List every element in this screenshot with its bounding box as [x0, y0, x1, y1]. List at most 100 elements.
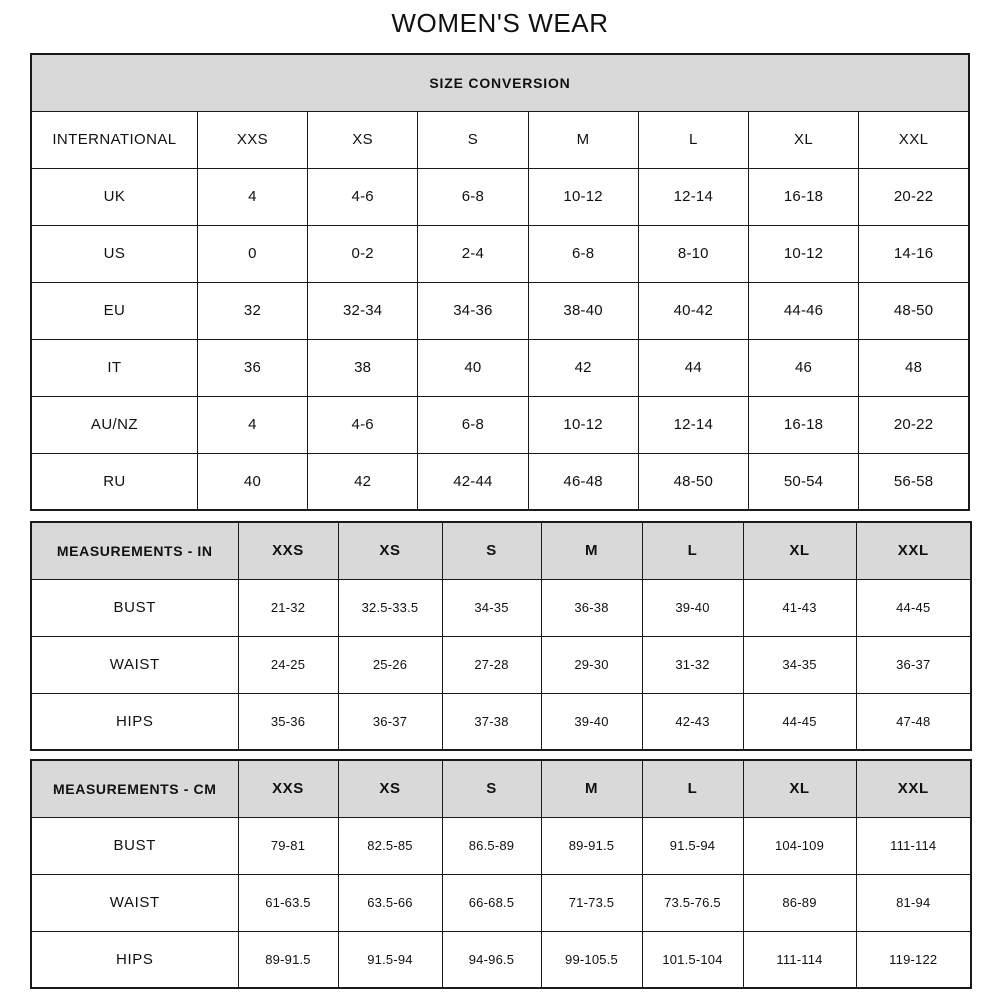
cell-cm-hips-s: 94-96.5	[441, 930, 542, 989]
table-row: EU 32 32-34 34-36 38-40 40-42 44-46 48-5…	[30, 281, 970, 340]
row-label-it: IT	[30, 338, 198, 397]
in-row-label-hips: HIPS	[30, 692, 239, 751]
size-conversion-banner-row: SIZE CONVERSION	[30, 53, 970, 112]
cell-cm-bust-xxs: 79-81	[237, 816, 339, 875]
cell-in-waist-xxl: 36-37	[855, 635, 972, 694]
table-row: BUST 79-81 82.5-85 86.5-89 89-91.5 91.5-…	[30, 816, 972, 875]
cm-row-label-hips: HIPS	[30, 930, 239, 989]
cell-ru-m: 46-48	[527, 452, 639, 511]
cm-column-header-xl: XL	[742, 759, 857, 818]
page-title: WOMEN'S WEAR	[391, 8, 609, 38]
cell-cm-bust-l: 91.5-94	[641, 816, 744, 875]
cm-column-header-m: M	[540, 759, 643, 818]
measurements-cm-header-label: MEASUREMENTS - CM	[30, 759, 239, 818]
cell-cm-waist-s: 66-68.5	[441, 873, 542, 932]
cell-in-bust-s: 34-35	[441, 578, 542, 637]
table-row: HIPS 89-91.5 91.5-94 94-96.5 99-105.5 10…	[30, 930, 972, 989]
cell-uk-xs: 4-6	[307, 167, 419, 226]
column-header-s: S	[417, 110, 529, 169]
cell-eu-xl: 44-46	[747, 281, 860, 340]
row-label-eu: EU	[30, 281, 198, 340]
table-row: IT 36 38 40 42 44 46 48	[30, 338, 970, 397]
size-conversion-header-row: INTERNATIONAL XXS XS S M L XL XXL	[30, 110, 970, 169]
cell-cm-hips-xs: 91.5-94	[337, 930, 443, 989]
column-header-l: L	[637, 110, 749, 169]
cell-us-xxs: 0	[196, 224, 309, 283]
cell-uk-s: 6-8	[417, 167, 529, 226]
measurements-cm-header-row: MEASUREMENTS - CM XXS XS S M L XL XXL	[30, 759, 972, 818]
cm-row-label-waist: WAIST	[30, 873, 239, 932]
column-header-xxs: XXS	[196, 110, 309, 169]
in-row-label-waist: WAIST	[30, 635, 239, 694]
table-row: HIPS 35-36 36-37 37-38 39-40 42-43 44-45…	[30, 692, 972, 751]
cell-us-l: 8-10	[637, 224, 749, 283]
cell-cm-hips-m: 99-105.5	[540, 930, 643, 989]
cell-cm-bust-m: 89-91.5	[540, 816, 643, 875]
cell-aunz-xs: 4-6	[307, 395, 419, 454]
cell-it-s: 40	[417, 338, 529, 397]
cm-row-label-bust: BUST	[30, 816, 239, 875]
cell-eu-xxl: 48-50	[858, 281, 970, 340]
row-label-aunz: AU/NZ	[30, 395, 198, 454]
cell-cm-bust-xs: 82.5-85	[337, 816, 443, 875]
cell-aunz-s: 6-8	[417, 395, 529, 454]
in-column-header-s: S	[441, 521, 542, 580]
column-header-international: INTERNATIONAL	[30, 110, 198, 169]
cm-column-header-xxs: XXS	[237, 759, 339, 818]
in-row-label-bust: BUST	[30, 578, 239, 637]
cell-us-xs: 0-2	[307, 224, 419, 283]
cell-in-waist-xl: 34-35	[742, 635, 857, 694]
in-column-header-m: M	[540, 521, 643, 580]
cell-uk-xxs: 4	[196, 167, 309, 226]
cell-cm-waist-xl: 86-89	[742, 873, 857, 932]
cell-cm-waist-xs: 63.5-66	[337, 873, 443, 932]
cell-aunz-xl: 16-18	[747, 395, 860, 454]
cell-cm-hips-xxl: 119-122	[855, 930, 972, 989]
cell-in-bust-l: 39-40	[641, 578, 744, 637]
column-header-xs: XS	[307, 110, 419, 169]
cell-ru-xs: 42	[307, 452, 419, 511]
cell-ru-l: 48-50	[637, 452, 749, 511]
table-row: AU/NZ 4 4-6 6-8 10-12 12-14 16-18 20-22	[30, 395, 970, 454]
in-column-header-xs: XS	[337, 521, 443, 580]
table-row: BUST 21-32 32.5-33.5 34-35 36-38 39-40 4…	[30, 578, 972, 637]
cell-uk-l: 12-14	[637, 167, 749, 226]
cell-us-m: 6-8	[527, 224, 639, 283]
cell-aunz-m: 10-12	[527, 395, 639, 454]
size-conversion-banner: SIZE CONVERSION	[30, 53, 970, 112]
table-row: RU 40 42 42-44 46-48 48-50 50-54 56-58	[30, 452, 970, 511]
cm-column-header-xxl: XXL	[855, 759, 972, 818]
cell-eu-m: 38-40	[527, 281, 639, 340]
cell-in-hips-xl: 44-45	[742, 692, 857, 751]
cell-it-xxl: 48	[858, 338, 970, 397]
row-label-uk: UK	[30, 167, 198, 226]
cell-uk-m: 10-12	[527, 167, 639, 226]
cell-ru-xl: 50-54	[747, 452, 860, 511]
cell-in-bust-xs: 32.5-33.5	[337, 578, 443, 637]
cell-ru-s: 42-44	[417, 452, 529, 511]
measurements-in-header-row: MEASUREMENTS - IN XXS XS S M L XL XXL	[30, 521, 972, 580]
cell-cm-bust-s: 86.5-89	[441, 816, 542, 875]
cell-in-waist-l: 31-32	[641, 635, 744, 694]
in-column-header-xl: XL	[742, 521, 857, 580]
cell-uk-xxl: 20-22	[858, 167, 970, 226]
cell-in-hips-xxl: 47-48	[855, 692, 972, 751]
cm-column-header-xs: XS	[337, 759, 443, 818]
cell-cm-hips-xxs: 89-91.5	[237, 930, 339, 989]
cell-in-hips-l: 42-43	[641, 692, 744, 751]
cell-cm-bust-xl: 104-109	[742, 816, 857, 875]
cell-aunz-xxl: 20-22	[858, 395, 970, 454]
cell-us-xl: 10-12	[747, 224, 860, 283]
cell-in-hips-s: 37-38	[441, 692, 542, 751]
cell-in-bust-xxl: 44-45	[855, 578, 972, 637]
row-label-us: US	[30, 224, 198, 283]
cell-in-waist-m: 29-30	[540, 635, 643, 694]
cell-eu-xs: 32-34	[307, 281, 419, 340]
cell-eu-xxs: 32	[196, 281, 309, 340]
cell-uk-xl: 16-18	[747, 167, 860, 226]
cell-in-hips-xxs: 35-36	[237, 692, 339, 751]
cell-ru-xxs: 40	[196, 452, 309, 511]
cell-cm-waist-l: 73.5-76.5	[641, 873, 744, 932]
cell-it-xl: 46	[747, 338, 860, 397]
cell-it-xxs: 36	[196, 338, 309, 397]
